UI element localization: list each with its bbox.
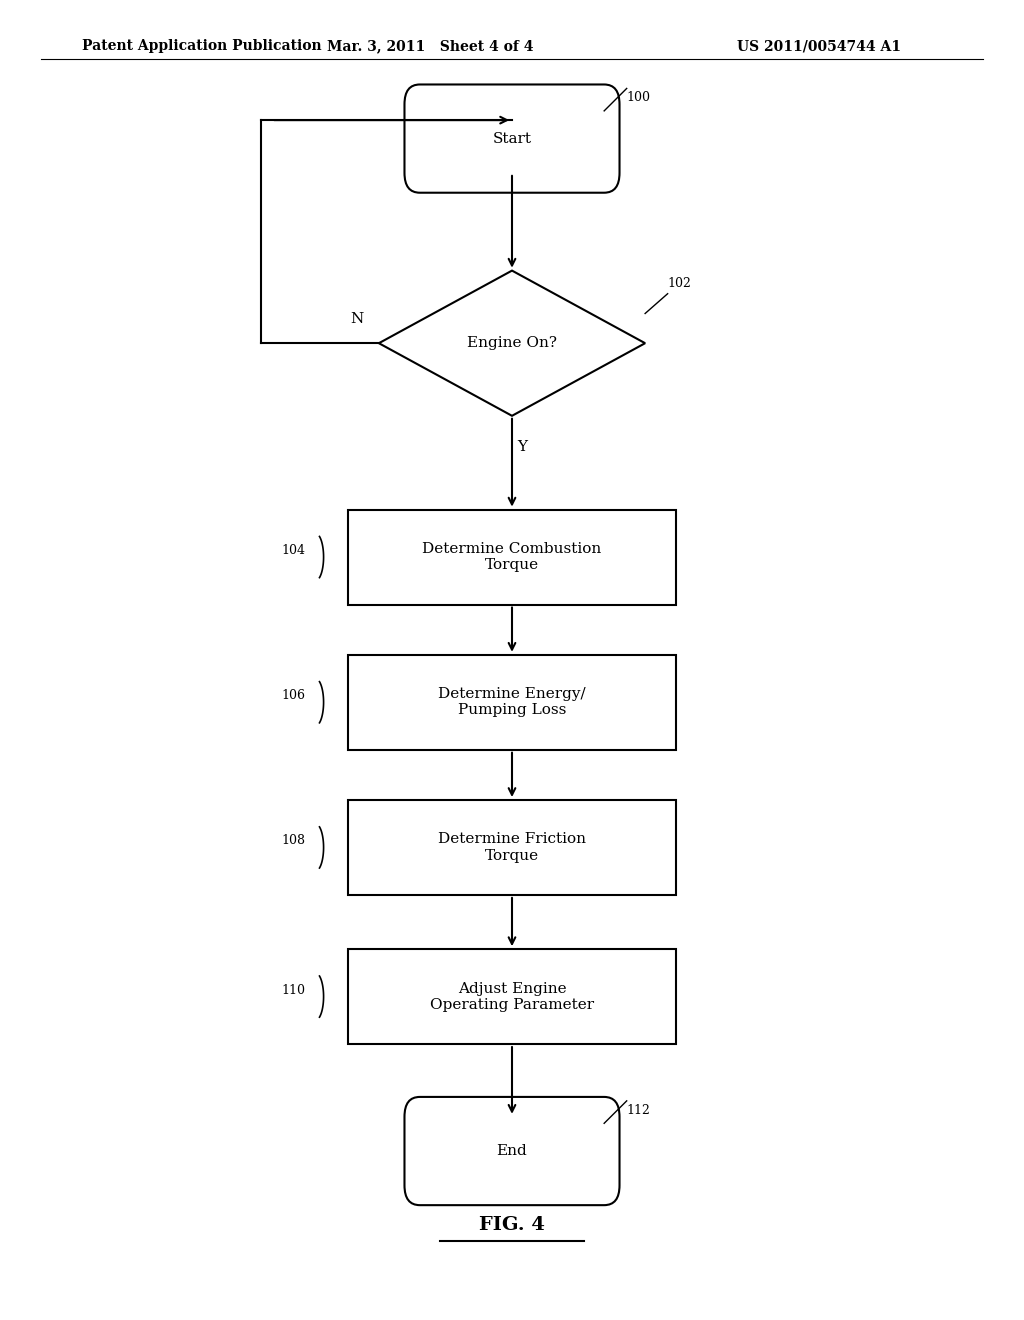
Text: FIG. 4: FIG. 4 bbox=[479, 1216, 545, 1234]
Text: Determine Energy/
Pumping Loss: Determine Energy/ Pumping Loss bbox=[438, 688, 586, 717]
Text: 110: 110 bbox=[282, 983, 305, 997]
Text: 100: 100 bbox=[627, 91, 650, 104]
Text: 108: 108 bbox=[282, 834, 305, 847]
Text: Determine Friction
Torque: Determine Friction Torque bbox=[438, 833, 586, 862]
Bar bbox=[348, 510, 676, 605]
FancyBboxPatch shape bbox=[404, 1097, 620, 1205]
Text: Engine On?: Engine On? bbox=[467, 337, 557, 350]
FancyBboxPatch shape bbox=[404, 84, 620, 193]
Text: 112: 112 bbox=[627, 1104, 650, 1117]
Bar bbox=[348, 655, 676, 750]
Text: US 2011/0054744 A1: US 2011/0054744 A1 bbox=[737, 40, 901, 53]
Text: Y: Y bbox=[517, 440, 527, 454]
Text: 102: 102 bbox=[668, 277, 691, 290]
Text: 106: 106 bbox=[282, 689, 305, 702]
Text: Determine Combustion
Torque: Determine Combustion Torque bbox=[422, 543, 602, 572]
Bar bbox=[348, 949, 676, 1044]
Text: 104: 104 bbox=[282, 544, 305, 557]
Text: N: N bbox=[350, 312, 364, 326]
Polygon shape bbox=[379, 271, 645, 416]
Text: Start: Start bbox=[493, 132, 531, 145]
Text: Adjust Engine
Operating Parameter: Adjust Engine Operating Parameter bbox=[430, 982, 594, 1011]
Text: End: End bbox=[497, 1144, 527, 1158]
Bar bbox=[348, 800, 676, 895]
Text: Mar. 3, 2011   Sheet 4 of 4: Mar. 3, 2011 Sheet 4 of 4 bbox=[327, 40, 534, 53]
Text: Patent Application Publication: Patent Application Publication bbox=[82, 40, 322, 53]
